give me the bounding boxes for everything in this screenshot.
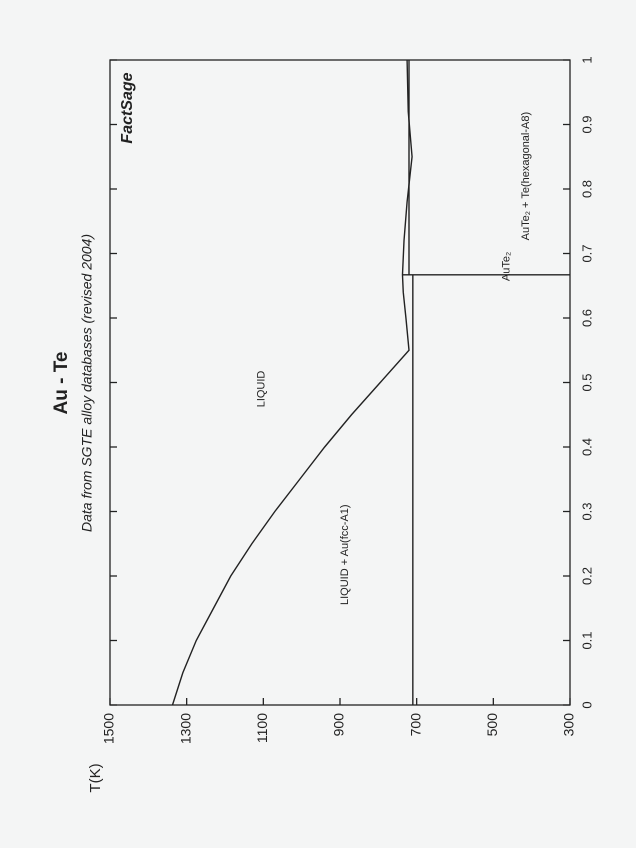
x-tick-label: 0.1 xyxy=(579,631,594,649)
y-tick-label: 700 xyxy=(407,713,423,737)
region-label: LIQUID + Au(fcc-A1) xyxy=(339,504,351,605)
chart-subtitle: Data from SGTE alloy databases (revised … xyxy=(79,234,95,532)
y-tick-label: 500 xyxy=(484,713,500,737)
x-tick-label: 0.8 xyxy=(579,180,594,198)
region-label: AuTe₂ + Te(hexagonal-A8) xyxy=(520,112,532,241)
x-tick-label: 0.4 xyxy=(579,438,594,456)
x-tick-label: 0.7 xyxy=(579,244,594,262)
x-tick-label: 1 xyxy=(579,56,594,63)
y-tick-label: 1300 xyxy=(177,713,193,744)
x-tick-label: 0.9 xyxy=(579,115,594,133)
x-tick-label: 0.5 xyxy=(579,373,594,391)
x-tick-label: 0 xyxy=(579,701,594,708)
region-label: AuTe₂ xyxy=(500,252,512,281)
y-tick-label: 300 xyxy=(561,713,577,737)
y-tick-label: 900 xyxy=(331,713,347,737)
y-tick-label: 1100 xyxy=(254,713,270,743)
y-axis-label: T(K) xyxy=(87,763,104,792)
x-tick-label: 0.3 xyxy=(579,502,594,520)
phase-boundary xyxy=(171,59,413,706)
region-label: LIQUID xyxy=(256,371,268,408)
x-tick-label: 0.6 xyxy=(579,309,594,327)
logo: FactSage xyxy=(119,72,136,143)
chart-title: Au - Te xyxy=(51,352,72,415)
rotated-chart: Au - Te Data from SGTE alloy databases (… xyxy=(51,56,594,792)
x-tick-label: 0.2 xyxy=(579,567,594,585)
y-tick-label: 1500 xyxy=(101,713,117,744)
